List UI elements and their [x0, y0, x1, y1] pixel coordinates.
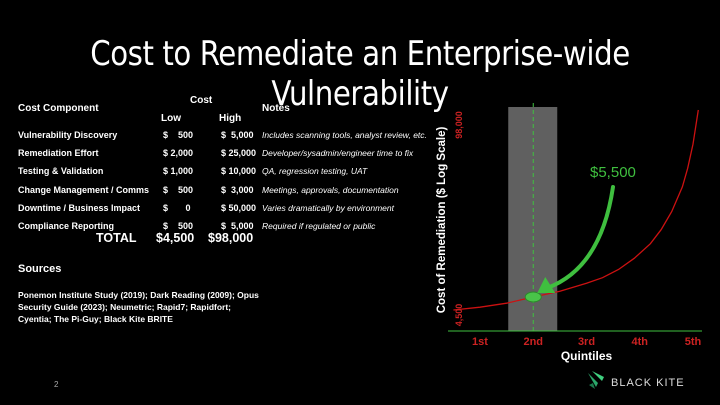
annotation-arrowhead [537, 276, 556, 293]
cost-low-value: $ 2,000 [163, 148, 194, 159]
x-tick-label: 4th [632, 336, 649, 348]
series-line [453, 109, 699, 311]
cost-component-label: Compliance Reporting [18, 221, 115, 231]
cost-high-value: $ 5,000 [221, 221, 254, 231]
annotation-arrow [545, 185, 615, 290]
cost-low-value: $ 0 [163, 202, 191, 213]
cost-low-value: $ 1,000 [163, 166, 194, 177]
cost-component-label: Change Management / Comms [18, 184, 150, 195]
slide-title: Cost to Remediate an Enterprise-wide Vul… [90, 34, 630, 114]
header-notes: Notes [262, 103, 290, 114]
cost-low-value: $ 500 [163, 130, 194, 140]
cost-component-label: Remediation Effort [18, 148, 99, 159]
header-cost: Cost [190, 95, 213, 106]
x-tick-label: 2nd [523, 336, 543, 348]
annotation-label: $5,500 [590, 164, 636, 181]
value-marker [524, 291, 542, 303]
page-number: 2 [54, 380, 59, 389]
y-axis-label: Cost of Remediation ($ Log Scale) [436, 127, 448, 314]
sources-text: Ponemon Institute Study (2019); Dark Rea… [18, 290, 259, 324]
y-min-tick-label: 4,500 [454, 304, 464, 327]
cost-component-label: Vulnerability Discovery [18, 130, 118, 140]
y-max-tick-label: 98,000 [454, 111, 464, 139]
total-high: $98,000 [208, 231, 254, 245]
cost-note: Developer/sysadmin/engineer time to fix [262, 148, 414, 159]
total-label: TOTAL [96, 231, 137, 245]
x-tick-label: 5th [685, 336, 702, 348]
x-axis-label: Quintiles [561, 349, 613, 363]
cost-low-value: $ 500 [163, 221, 194, 231]
header-cost-component: Cost Component [18, 103, 99, 114]
cost-component-label: Downtime / Business Impact [18, 202, 141, 213]
kite-logo-icon [588, 371, 604, 389]
sources-heading: Sources [18, 263, 62, 275]
cost-component-label: Testing & Validation [18, 166, 104, 177]
x-tick-label: 1st [472, 336, 488, 348]
cost-low-value: $ 500 [163, 184, 194, 195]
cost-chart: $5,500 1st 2nd 3rd 4th 5th Quintiles Cost of… [436, 103, 702, 363]
x-tick-label: 3rd [578, 336, 595, 348]
brand-name: BLACK KITE [611, 377, 685, 389]
total-low: $4,500 [156, 231, 195, 245]
cost-note: Required if regulated or public [262, 221, 376, 231]
cost-high-value: $ 3,000 [221, 184, 254, 195]
cost-note: QA, regression testing, UAT [262, 166, 368, 177]
cost-high-value: $ 10,000 [221, 166, 257, 177]
header-low: Low [161, 113, 181, 124]
brand-logo [586, 369, 608, 396]
cost-note: Includes scanning tools, analyst review,… [262, 130, 427, 140]
cost-note: Varies dramatically by environment [262, 202, 394, 213]
cost-high-value: $ 5,000 [221, 130, 254, 140]
header-high: High [219, 113, 242, 124]
cost-note: Meetings, approvals, documentation [262, 184, 399, 195]
cost-high-value: $ 25,000 [221, 148, 257, 159]
cost-high-value: $ 50,000 [221, 202, 257, 213]
